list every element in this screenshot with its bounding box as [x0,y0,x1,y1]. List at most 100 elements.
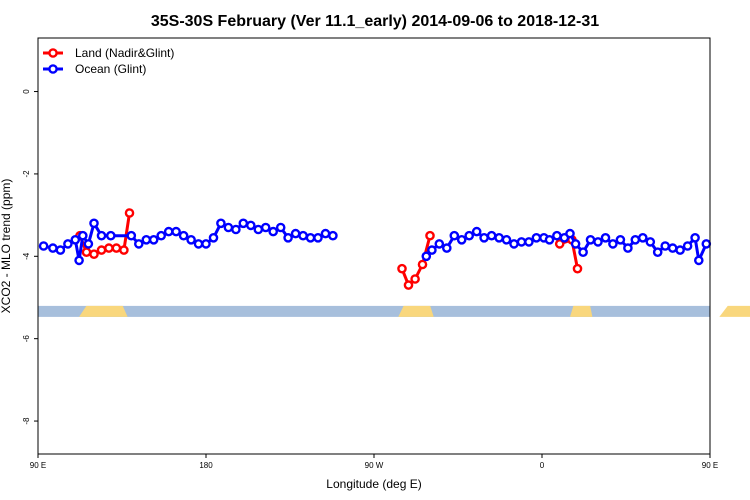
data-point [320,228,331,239]
legend-marker [48,64,58,74]
y-axis: 0 -2 -4 -6 -8 [22,89,38,425]
data-point [578,247,588,257]
data-point [96,230,107,241]
data-point [186,234,196,245]
data-point [260,222,271,233]
data-point [585,234,596,245]
data-point [124,208,135,218]
data-point [111,243,122,253]
ocean-band [38,305,710,317]
data-point [178,230,189,241]
data-point [494,232,504,243]
data-point [544,234,555,245]
x-axis: 90 E 180 90 W 0 90 E [30,454,718,470]
data-point [223,222,234,233]
data-point [682,241,693,251]
data-point [298,230,308,241]
x-tick-label: 0 [540,461,545,470]
data-point [471,226,482,237]
data-point [600,232,611,243]
x-tick-label: 180 [199,461,213,470]
data-point [63,239,73,249]
data-point [238,218,249,229]
data-point [403,280,414,290]
data-point [148,234,159,245]
legend-marker [48,48,58,58]
land-block [570,305,593,317]
data-point [434,239,445,249]
data-point [449,230,460,241]
data-point [660,241,671,251]
series-land [75,208,583,290]
land-block [719,305,750,317]
data-point [156,230,166,241]
y-tick-label: -8 [22,417,31,425]
data-point [305,232,316,243]
land-block [398,305,434,317]
data-point [48,243,58,253]
data-point [531,232,542,243]
data-point [81,247,92,257]
y-axis-label: XCO2 - MLO trend (ppm) [0,179,13,314]
legend: Land (Nadir&Glint) Ocean (Glint) [43,46,174,76]
data-point [570,239,581,249]
y-tick-label: -2 [22,170,31,178]
data-point [516,237,527,247]
data-point [290,228,301,239]
data-point [193,239,204,249]
series-layer [38,208,712,290]
data-point [638,232,648,243]
x-tick-label: 90 E [30,461,46,470]
data-point [89,218,99,229]
data-point [652,247,663,257]
series-ocean [38,218,712,266]
data-point [119,245,129,255]
data-point [615,234,626,245]
data-point [701,239,712,249]
data-point [630,234,641,245]
x-axis-label: Longitude (deg E) [326,477,421,491]
data-point [201,239,211,249]
data-point [552,230,562,241]
data-point [313,232,323,243]
data-point [690,232,700,243]
data-point [38,241,49,251]
data-point [410,274,420,284]
data-point [55,245,66,255]
data-point [208,232,219,243]
data-point [645,237,656,247]
data-point [572,263,583,274]
legend-entry: Land (Nadir&Glint) [75,46,174,60]
data-point [456,234,467,245]
data-point [231,224,241,235]
data-point [417,259,428,270]
data-point [216,218,226,229]
data-point [565,228,575,239]
data-point [275,222,286,233]
chart-title: 35S-30S February (Ver 11.1_early) 2014-0… [151,13,599,30]
legend-entry: Ocean (Glint) [75,62,146,76]
data-point [163,226,174,237]
data-point [96,245,107,255]
data-point [486,230,497,241]
y-tick-label: -4 [22,252,31,260]
data-point [509,239,519,249]
data-point [554,239,565,249]
data-point [479,232,489,243]
data-point [501,234,512,245]
data-point [253,224,264,235]
data-point [78,230,88,241]
data-point [89,249,99,259]
data-point [126,230,137,241]
data-point [74,255,84,266]
data-point [667,243,678,253]
x-tick-label: 90 E [702,461,718,470]
y-tick-label: 0 [22,89,31,94]
data-point [441,243,452,253]
data-point [245,220,256,231]
data-point [268,226,279,237]
data-point [70,234,81,245]
land-ocean-strip [38,305,750,317]
data-point [608,239,618,249]
